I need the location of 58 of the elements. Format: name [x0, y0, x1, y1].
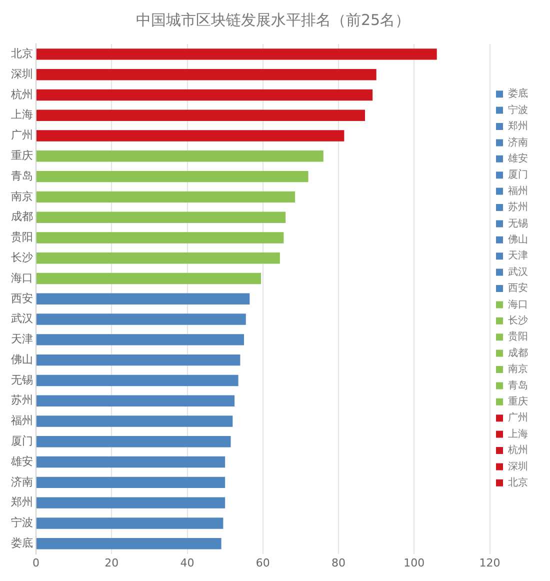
y-tick-label: 佛山 — [11, 352, 33, 366]
legend-label: 济南 — [508, 136, 528, 148]
x-tick-label: 40 — [180, 556, 194, 570]
y-tick-label: 厦门 — [11, 434, 33, 448]
y-tick-label: 杭州 — [10, 88, 33, 101]
y-tick-label: 郑州 — [11, 496, 33, 509]
y-tick-label: 无锡 — [11, 373, 33, 386]
legend-label: 娄底 — [508, 88, 528, 100]
legend-label: 贵阳 — [508, 330, 528, 343]
legend-label: 北京 — [508, 476, 528, 488]
legend-label: 成都 — [508, 346, 528, 359]
y-tick-label: 贵阳 — [11, 230, 33, 244]
y-tick-label: 苏州 — [11, 394, 33, 407]
legend-label: 武汉 — [508, 266, 528, 278]
legend-label: 杭州 — [507, 444, 528, 456]
y-tick-label: 成都 — [11, 210, 33, 224]
x-tick-label: 20 — [104, 556, 119, 570]
legend-label: 深圳 — [508, 460, 528, 472]
legend-label: 长沙 — [508, 314, 528, 326]
y-tick-label: 娄底 — [11, 536, 33, 550]
legend-label: 郑州 — [508, 120, 528, 132]
y-tick-label: 南京 — [11, 190, 33, 203]
y-tick-label: 青岛 — [11, 169, 33, 182]
y-tick-label: 重庆 — [11, 149, 33, 162]
y-tick-label: 济南 — [11, 475, 33, 488]
y-tick-label: 天津 — [11, 332, 33, 346]
legend-label: 广州 — [508, 412, 528, 424]
y-tick-label: 宁波 — [11, 516, 33, 530]
y-tick-label: 北京 — [11, 47, 33, 60]
legend-label: 无锡 — [508, 218, 528, 230]
y-tick-label: 西安 — [11, 292, 33, 305]
legend-label: 上海 — [508, 428, 528, 440]
y-tick-label: 武汉 — [11, 312, 33, 326]
y-tick-label: 海口 — [11, 271, 33, 284]
legend-label: 南京 — [508, 363, 528, 376]
y-tick-label: 上海 — [11, 108, 33, 122]
x-tick-label: 80 — [332, 556, 346, 570]
x-tick-label: 100 — [404, 556, 425, 570]
legend-label: 海口 — [508, 298, 528, 310]
legend-label: 天津 — [508, 250, 528, 262]
y-tick-label: 雄安 — [10, 454, 33, 468]
legend-label: 西安 — [508, 282, 528, 294]
legend-label: 宁波 — [508, 104, 528, 116]
legend-label: 佛山 — [508, 233, 528, 246]
chart-title: 中国城市区块链发展水平排名（前25名） — [136, 10, 410, 29]
legend-label: 重庆 — [508, 395, 528, 408]
legend-label: 厦门 — [508, 168, 528, 181]
x-tick-label: 120 — [479, 556, 500, 570]
y-tick-label: 深圳 — [11, 67, 33, 80]
legend-label: 雄安 — [507, 152, 528, 164]
x-tick-label: 60 — [256, 556, 270, 570]
y-tick-label: 长沙 — [11, 250, 33, 264]
legend-label: 苏州 — [508, 201, 528, 214]
legend-label: 福州 — [508, 184, 528, 197]
y-tick-label: 福州 — [11, 414, 33, 428]
x-tick-label: 0 — [32, 556, 40, 570]
y-tick-label: 广州 — [11, 128, 33, 142]
legend-label: 青岛 — [508, 379, 528, 392]
